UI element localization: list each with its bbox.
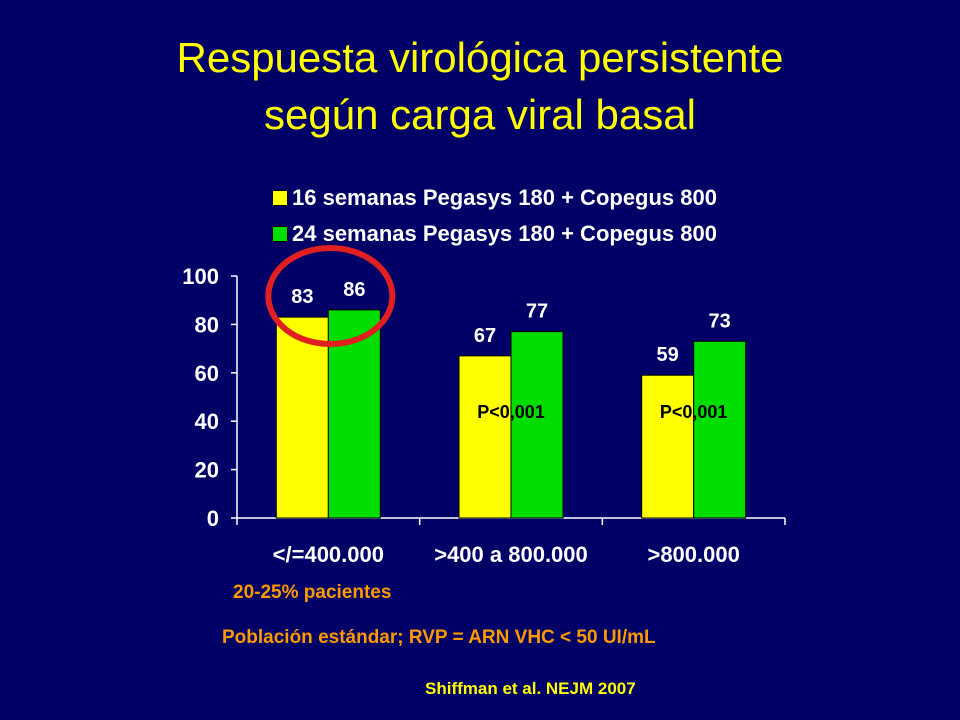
slide-title-line-2: según carga viral basal	[264, 91, 696, 138]
bar-value-label: 67	[474, 325, 496, 347]
bar-24-weeks	[510, 331, 564, 519]
legend-item-24-weeks: 24 semanas Pegasys 180 + Copegus 800	[272, 216, 717, 252]
bar-16-weeks	[275, 316, 329, 519]
bar-value-label: 73	[709, 310, 731, 332]
patients-note: 20-25% pacientes	[233, 582, 392, 603]
legend-swatch-24-weeks	[272, 226, 288, 242]
bar-value-label: 77	[526, 301, 548, 323]
population-note: Población estándar; RVP = ARN VHC < 50 U…	[222, 627, 656, 648]
legend-label-16-weeks: 16 semanas Pegasys 180 + Copegus 800	[292, 185, 717, 210]
legend-label-24-weeks: 24 semanas Pegasys 180 + Copegus 800	[292, 221, 717, 246]
legend-item-16-weeks: 16 semanas Pegasys 180 + Copegus 800	[272, 180, 717, 216]
x-category-label: </=400.000	[273, 542, 384, 567]
bar-24-weeks	[693, 340, 747, 519]
source-citation: Shiffman et al. NEJM 2007	[425, 679, 636, 698]
p-value-annotation: P<0,001	[477, 402, 545, 422]
highlight-circle	[265, 245, 396, 347]
chart-legend: 16 semanas Pegasys 180 + Copegus 800 24 …	[272, 180, 717, 252]
bar-value-label: 59	[657, 344, 679, 366]
bar-value-label: 86	[343, 279, 365, 301]
slide-title-line-1: Respuesta virológica persistente	[176, 34, 784, 81]
y-tick-label: 80	[195, 312, 219, 337]
x-category-label: >400 a 800.000	[434, 542, 588, 567]
y-tick-label: 100	[182, 264, 219, 289]
y-tick-label: 60	[195, 361, 219, 386]
legend-swatch-16-weeks	[272, 190, 288, 206]
y-tick-label: 20	[195, 458, 219, 483]
y-tick-label: 0	[207, 506, 219, 531]
y-tick-label: 40	[195, 409, 219, 434]
p-value-annotation: P<0,001	[660, 402, 728, 422]
bar-16-weeks	[458, 355, 512, 519]
x-category-label: >800.000	[647, 542, 739, 567]
bar-16-weeks	[641, 374, 695, 519]
bar-value-label: 83	[291, 286, 313, 308]
